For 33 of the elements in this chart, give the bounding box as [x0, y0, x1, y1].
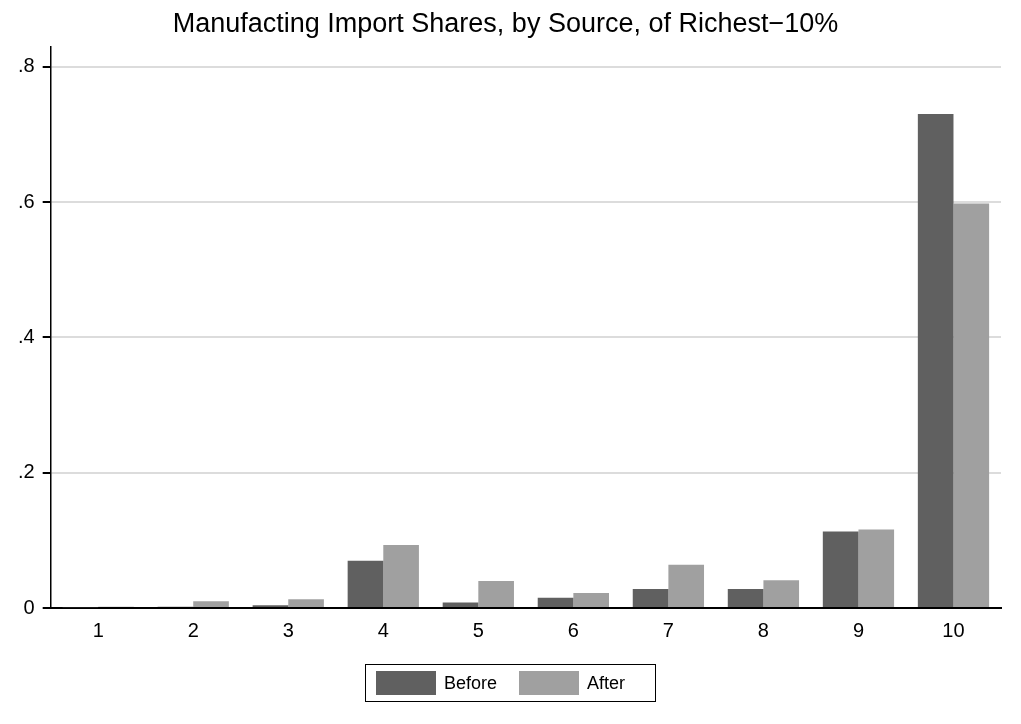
x-tick-label: 4 [377, 618, 389, 641]
bar [727, 589, 764, 607]
y-tick-label: .6 [17, 189, 35, 212]
bar [537, 597, 574, 607]
bar [383, 545, 419, 607]
bar [632, 589, 669, 607]
x-tick-label: 10 [942, 618, 965, 641]
bar [478, 580, 514, 607]
bar [347, 560, 384, 607]
x-tick-label: 8 [757, 618, 769, 641]
x-tick-label: 1 [92, 618, 104, 641]
x-tick-label: 6 [567, 618, 579, 641]
y-tick-label: .8 [17, 54, 35, 77]
bar [953, 203, 990, 607]
bar [288, 599, 324, 607]
bar [193, 601, 229, 607]
x-tick-label: 5 [472, 618, 484, 641]
bar [822, 531, 859, 607]
x-tick-label: 9 [852, 618, 865, 641]
x-tick-label: 3 [282, 618, 294, 641]
x-tick-label: 7 [662, 618, 674, 641]
bar [763, 580, 800, 607]
bar [917, 114, 954, 607]
legend-label: After [587, 672, 626, 694]
y-tick-label: .4 [17, 324, 35, 347]
bar [668, 564, 705, 607]
chart-title: Manufacting Import Shares, by Source, of Richest−10% [172, 7, 839, 38]
bar [573, 593, 609, 607]
x-tick-label: 2 [187, 618, 199, 641]
y-tick-label: .2 [17, 460, 35, 483]
legend-label: Before [443, 672, 498, 694]
bar [858, 529, 895, 607]
y-tick-label: 0 [23, 595, 35, 618]
